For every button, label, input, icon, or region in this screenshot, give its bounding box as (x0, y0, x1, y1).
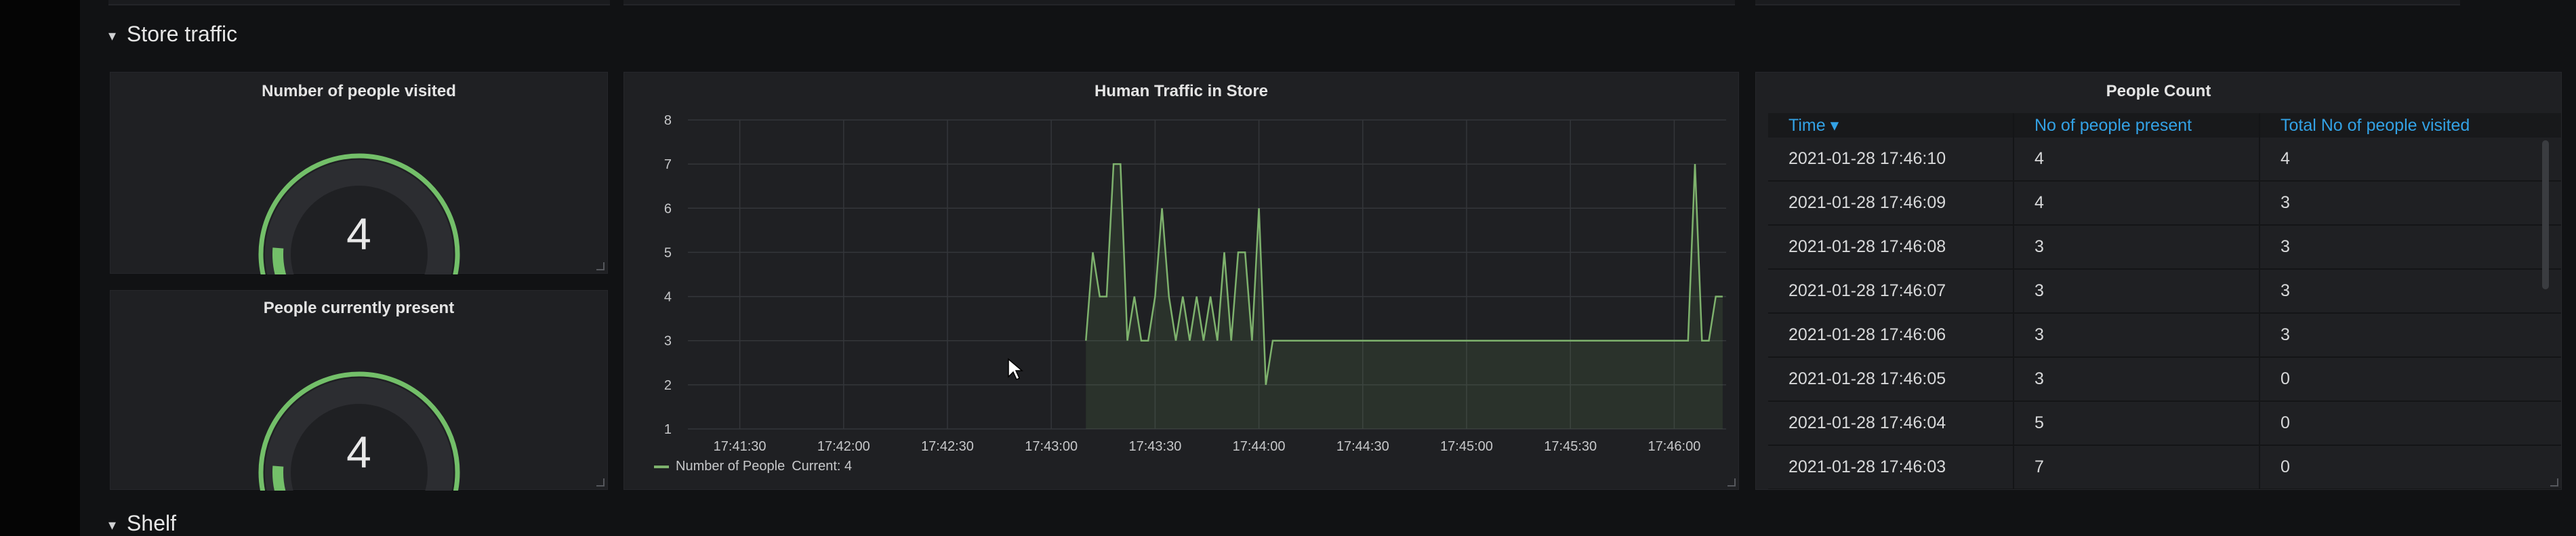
y-tick-label: 6 (664, 201, 672, 216)
gauge-panel-people-present: People currently present 4 (110, 290, 608, 491)
chevron-down-icon: ▾ (108, 516, 117, 533)
gauge-fill (272, 466, 286, 491)
table-row: 2021-01-28 17:46:05 3 0 (1768, 357, 2561, 402)
x-tick-label: 17:42:00 (817, 439, 870, 454)
cell-total: 4 (2259, 138, 2561, 182)
gauge-track (265, 160, 453, 274)
gauge-outer-arc (258, 371, 460, 491)
column-header-time[interactable]: Time ▾ (1768, 113, 2013, 138)
table-row: 2021-01-28 17:46:04 5 0 (1768, 401, 2561, 446)
x-tick-label: 17:43:00 (1025, 439, 1078, 454)
cell-total: 3 (2259, 181, 2561, 226)
legend-current-value: Current: 4 (792, 459, 853, 474)
cell-present: 3 (2013, 269, 2260, 314)
y-tick-label: 4 (664, 290, 672, 305)
cell-present: 3 (2013, 313, 2260, 358)
chevron-down-icon: ▾ (108, 26, 117, 44)
cell-time: 2021-01-28 17:46:04 (1768, 401, 2013, 446)
cell-time: 2021-01-28 17:46:08 (1768, 225, 2013, 270)
chart-legend[interactable]: Number of People Current: 4 (654, 459, 852, 474)
x-tick-label: 17:45:00 (1440, 439, 1493, 454)
row-header-store-traffic[interactable]: ▾ Store traffic (108, 22, 237, 47)
top-panel-edge (623, 0, 1735, 5)
cell-time: 2021-01-28 17:46:05 (1768, 357, 2013, 402)
y-tick-label: 8 (664, 113, 672, 128)
panel-resize-handle[interactable] (2550, 478, 2558, 487)
column-header-total[interactable]: Total No of people visited (2259, 113, 2561, 138)
x-tick-label: 17:43:30 (1128, 439, 1181, 454)
panel-title: Number of people visited (262, 82, 456, 100)
gauge-chart (258, 371, 460, 491)
row-title: Store traffic (127, 22, 238, 46)
y-tick-label: 7 (664, 157, 672, 172)
cell-total: 3 (2259, 313, 2561, 358)
x-tick-label: 17:46:00 (1648, 439, 1700, 454)
cell-time: 2021-01-28 17:46:07 (1768, 269, 2013, 314)
people-count-panel: People Count Time ▾ No of people present… (1755, 72, 2562, 490)
cell-total: 0 (2259, 401, 2561, 446)
table-row: 2021-01-28 17:46:08 3 3 (1768, 225, 2561, 270)
row-header-shelf[interactable]: ▾ Shelf (108, 511, 176, 536)
panel-resize-handle[interactable] (596, 262, 605, 270)
left-sidebar-edge (0, 0, 80, 536)
x-tick-label: 17:41:30 (714, 439, 766, 454)
table-row: 2021-01-28 17:46:10 4 4 (1768, 138, 2561, 182)
column-header-present[interactable]: No of people present (2013, 113, 2260, 138)
cell-time: 2021-01-28 17:46:03 (1768, 445, 2013, 489)
panel-resize-handle[interactable] (1727, 478, 1736, 487)
panel-title: Human Traffic in Store (1094, 82, 1269, 100)
cell-time: 2021-01-28 17:46:09 (1768, 181, 2013, 226)
x-tick-label: 17:44:00 (1233, 439, 1286, 454)
table-row: 2021-01-28 17:46:09 4 3 (1768, 181, 2561, 226)
mouse-cursor-icon (1008, 358, 1023, 381)
y-tick-label: 2 (664, 378, 672, 393)
gauge-value: 4 (346, 209, 371, 259)
table-row: 2021-01-28 17:46:06 3 3 (1768, 313, 2561, 358)
y-tick-label: 1 (664, 422, 672, 437)
cell-present: 4 (2013, 181, 2260, 226)
traffic-chart-panel: Human Traffic in Store 1 2 3 4 5 6 7 8 17:41:30 1… (623, 72, 1739, 490)
gauge-fill (272, 247, 287, 274)
gauge-outer-arc (258, 153, 460, 274)
gauge-track (265, 378, 453, 491)
cell-present: 4 (2013, 138, 2260, 182)
row-title: Shelf (127, 511, 176, 535)
y-tick-label: 5 (664, 245, 672, 260)
panel-title: People Count (2106, 82, 2211, 100)
people-count-table: Time ▾ No of people present Total No of … (1768, 113, 2561, 489)
x-tick-label: 17:45:30 (1544, 439, 1597, 454)
panel-title: People currently present (263, 299, 455, 317)
cell-time: 2021-01-28 17:46:10 (1768, 138, 2013, 182)
traffic-chart: 1 2 3 4 5 6 7 8 17:41:30 17:42:00 17:42:30 17:43:00… (664, 113, 1726, 454)
legend-series-name: Number of People (676, 459, 785, 474)
cell-present: 3 (2013, 225, 2260, 270)
cell-present: 3 (2013, 357, 2260, 402)
cell-total: 0 (2259, 445, 2561, 489)
cell-total: 3 (2259, 269, 2561, 314)
gauge-chart (258, 153, 460, 274)
series-area (1086, 164, 1723, 429)
cell-total: 0 (2259, 357, 2561, 402)
cell-total: 3 (2259, 225, 2561, 270)
table-row: 2021-01-28 17:46:03 7 0 (1768, 445, 2561, 489)
y-tick-label: 3 (664, 334, 672, 349)
panel-resize-handle[interactable] (596, 478, 605, 487)
cell-present: 7 (2013, 445, 2260, 489)
gauge-value: 4 (346, 427, 371, 477)
table-header-row: Time ▾ No of people present Total No of … (1768, 113, 2561, 138)
gauge-panel-people-visited: Number of people visited 4 (110, 72, 608, 274)
cell-present: 5 (2013, 401, 2260, 446)
table-scrollbar[interactable] (2542, 140, 2549, 289)
legend-swatch (654, 465, 669, 468)
table-row: 2021-01-28 17:46:07 3 3 (1768, 269, 2561, 314)
top-panel-edge (108, 0, 610, 5)
top-panel-edge (1755, 0, 2460, 5)
cell-time: 2021-01-28 17:46:06 (1768, 313, 2013, 358)
x-tick-label: 17:44:30 (1336, 439, 1389, 454)
series-line (1085, 163, 1723, 386)
x-tick-label: 17:42:30 (921, 439, 974, 454)
